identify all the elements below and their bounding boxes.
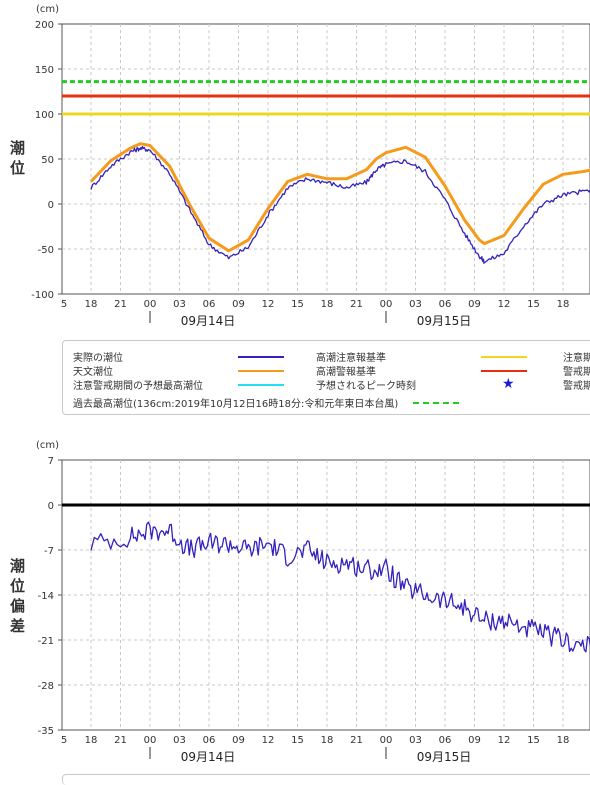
legend-label: 実際の潮位 (73, 353, 123, 364)
legend-label: 高潮注意報基準 (316, 353, 386, 364)
x-tick-label: 5 (61, 299, 67, 310)
y-tick-label: -100 (31, 290, 54, 301)
series-line (90, 146, 590, 264)
x-tick-label: 06 (439, 299, 452, 310)
date-label: 09月15日 (417, 750, 472, 764)
x-tick-label: 18 (321, 735, 334, 746)
y-tick-label: -28 (38, 681, 54, 692)
legend-swatch (413, 402, 459, 406)
x-tick-label: 18 (557, 299, 570, 310)
x-tick-label: 15 (291, 299, 304, 310)
x-tick-label: 00 (144, 735, 157, 746)
x-tick-label: 18 (557, 735, 570, 746)
legend-label: 過去最高潮位(136cm:2019年10月12日16時18分:令和元年東日本台風… (73, 399, 399, 410)
legend-swatch (238, 384, 284, 386)
x-tick-label: 18 (85, 735, 98, 746)
x-tick-label: 21 (114, 735, 127, 746)
x-tick-label: 09 (468, 299, 481, 310)
x-tick-label: 12 (498, 299, 511, 310)
x-tick-label: 21 (350, 735, 363, 746)
y-tick-label: -21 (38, 636, 54, 647)
x-tick-label: 06 (203, 735, 216, 746)
y-tick-label: 7 (48, 456, 54, 467)
y-tick-label: -35 (38, 726, 54, 737)
tide-deviation-chart: (cm) 潮位偏差 7 0 -7 -14 -21 -28 -35 5 18 21 00 03 06 09 12 1… (10, 440, 590, 764)
x-tick-label: 21 (114, 299, 127, 310)
x-tick-label: 03 (409, 735, 422, 746)
x-tick-label: 12 (498, 735, 511, 746)
date-label: 09月15日 (417, 314, 472, 328)
unit-label: (cm) (36, 440, 59, 451)
x-tick-label: 12 (262, 735, 275, 746)
series-line (89, 142, 590, 253)
date-label: 09月14日 (181, 750, 236, 764)
y-tick-label: 150 (35, 65, 54, 76)
legend-swatch (481, 370, 527, 372)
x-tick-label: 09 (232, 735, 245, 746)
legend-label: 警戒期 (563, 367, 590, 378)
y-axis-label: 潮位 (10, 139, 25, 177)
x-tick-label: 00 (380, 735, 393, 746)
x-tick-label: 03 (173, 735, 186, 746)
y-axis-label: 潮位偏差 (10, 557, 25, 635)
legend-swatch (238, 356, 284, 358)
y-tick-label: -14 (38, 591, 54, 602)
y-tick-label: -50 (38, 245, 54, 256)
y-tick-label: 200 (35, 20, 54, 31)
series-line (90, 521, 590, 653)
legend-label: 注意期 (563, 353, 590, 364)
x-tick-label: 09 (468, 735, 481, 746)
legend: 実際の潮位 高潮注意報基準 注意期 天文潮位 高潮警報基準 警戒期 注意警戒期間の予想最高潮… (62, 340, 590, 415)
x-tick-label: 03 (409, 299, 422, 310)
x-tick-label: 12 (262, 299, 275, 310)
legend-label: 注意警戒期間の予想最高潮位 (73, 381, 203, 392)
x-tick-label: 06 (439, 735, 452, 746)
date-label: 09月14日 (181, 314, 236, 328)
y-tick-label: 50 (41, 155, 54, 166)
y-tick-label: -7 (44, 546, 54, 557)
y-tick-label: 0 (48, 200, 54, 211)
legend-swatch (481, 356, 527, 358)
legend-swatch (238, 370, 284, 372)
x-tick-label: 00 (144, 299, 157, 310)
x-tick-label: 15 (527, 299, 540, 310)
legend-label: 天文潮位 (73, 367, 113, 378)
x-tick-label: 18 (85, 299, 98, 310)
legend-label: 高潮警報基準 (316, 367, 376, 378)
y-tick-label: 100 (35, 110, 54, 121)
x-tick-label: 21 (350, 299, 363, 310)
legend-bottom-frame (62, 774, 590, 785)
x-tick-label: 06 (203, 299, 216, 310)
x-tick-label: 18 (321, 299, 334, 310)
x-tick-label: 15 (291, 735, 304, 746)
tide-level-chart: (cm) 潮位 200 150 100 50 0 -50 -100 5 18 21 00 03 06 09 12… (10, 4, 590, 328)
x-tick-label: 5 (61, 735, 67, 746)
legend-label: 警戒期 (563, 381, 590, 392)
x-tick-label: 00 (380, 299, 393, 310)
y-tick-label: 0 (48, 501, 54, 512)
legend-label: 予想されるピーク時刻 (316, 381, 416, 392)
x-tick-label: 03 (173, 299, 186, 310)
x-tick-label: 15 (527, 735, 540, 746)
star-icon: ★ (502, 376, 515, 392)
unit-label: (cm) (36, 4, 59, 15)
x-tick-label: 09 (232, 299, 245, 310)
